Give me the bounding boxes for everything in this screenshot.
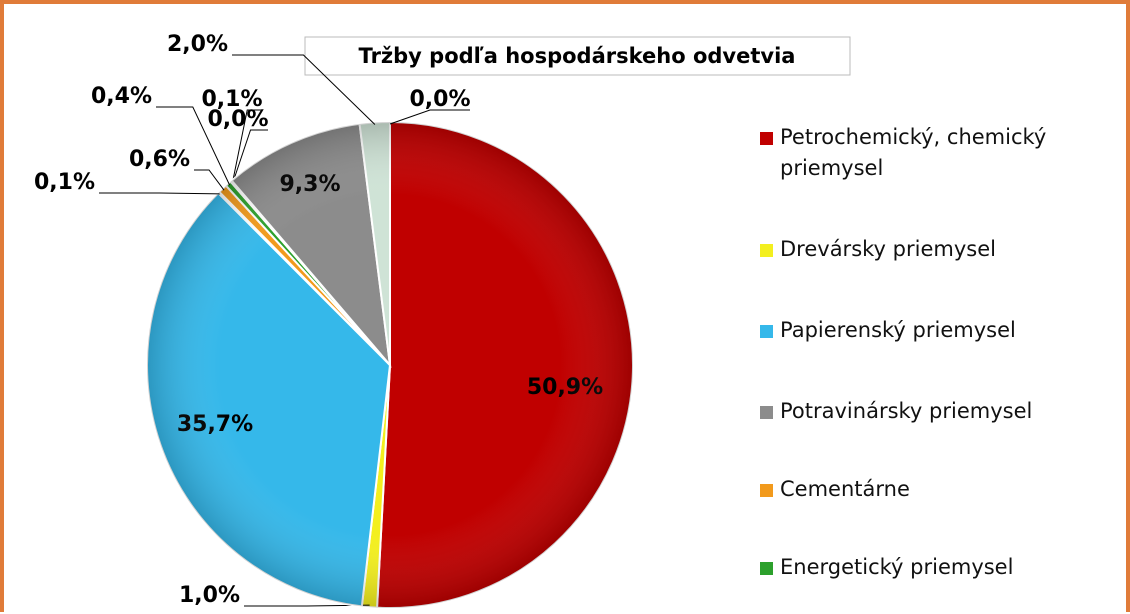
title-box xyxy=(304,36,851,76)
legend-item: Energetický priemysel xyxy=(760,552,1120,583)
legend-label: Cementárne xyxy=(780,477,910,501)
data-label: 0,4% xyxy=(91,84,152,109)
legend-swatch xyxy=(760,325,773,338)
data-label: 0,0% xyxy=(207,107,268,132)
data-label: 0,0% xyxy=(409,87,470,112)
legend-item: Potravinársky priemysel xyxy=(760,396,1120,427)
leader-line xyxy=(194,169,225,191)
data-label: 0,6% xyxy=(129,147,190,172)
legend-label: Potravinársky priemysel xyxy=(780,399,1033,423)
legend: Petrochemický, chemický priemysel Drevárs… xyxy=(760,122,1120,583)
pie-slice xyxy=(375,120,634,609)
chart-title: Tržby podľa hospodárskeho odvetvia xyxy=(359,44,796,68)
legend-item: Drevársky priemysel xyxy=(760,234,1120,265)
data-label: 35,7% xyxy=(177,412,253,437)
legend-label: Drevársky priemysel xyxy=(780,237,996,261)
leader-line xyxy=(389,109,470,125)
legend-label: Petrochemický, chemický priemysel xyxy=(780,125,1047,180)
legend-label: Papierenský priemysel xyxy=(780,318,1016,342)
legend-swatch xyxy=(760,244,773,257)
legend-swatch xyxy=(760,132,773,145)
legend-swatch xyxy=(760,406,773,419)
data-label: 9,3% xyxy=(279,172,340,197)
legend-item: Papierenský priemysel xyxy=(760,315,1120,346)
legend-swatch xyxy=(760,484,773,497)
leader-line xyxy=(232,54,376,125)
legend-label: Energetický priemysel xyxy=(780,555,1014,579)
legend-item: Cementárne xyxy=(760,474,1120,505)
data-label: 1,0% xyxy=(179,583,240,608)
data-label: 50,9% xyxy=(527,375,603,400)
data-label: 0,1% xyxy=(34,170,95,195)
legend-item: Petrochemický, chemický priemysel xyxy=(760,122,1120,184)
leader-line xyxy=(99,192,221,195)
data-label: 2,0% xyxy=(167,32,228,57)
data-label: 0,1% xyxy=(201,87,262,112)
legend-swatch xyxy=(760,562,773,575)
